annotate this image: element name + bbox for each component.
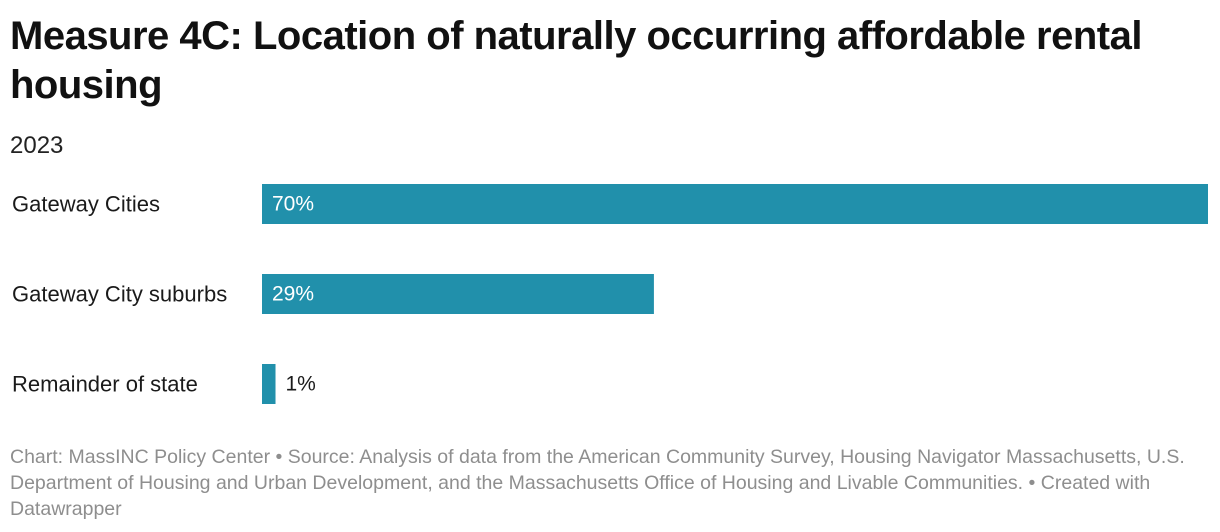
chart-subtitle: 2023: [10, 132, 64, 159]
category-label: Gateway City suburbs: [12, 282, 227, 307]
bar-row: Gateway Cities 70%: [12, 184, 1208, 224]
value-label: 70%: [272, 193, 314, 216]
category-label: Gateway Cities: [12, 192, 160, 217]
chart-title: Measure 4C: Location of naturally occurr…: [10, 14, 1142, 107]
value-label: 29%: [272, 283, 314, 306]
value-label: 1%: [286, 373, 316, 396]
bar: [262, 274, 654, 314]
chart-footer: Chart: MassINC Policy Center • Source: A…: [10, 446, 1185, 520]
bar: [262, 364, 276, 404]
bar: [262, 184, 1208, 224]
bar-row: Gateway City suburbs 29%: [12, 274, 654, 314]
category-label: Remainder of state: [12, 372, 198, 397]
bar-row: Remainder of state 1%: [12, 364, 316, 404]
